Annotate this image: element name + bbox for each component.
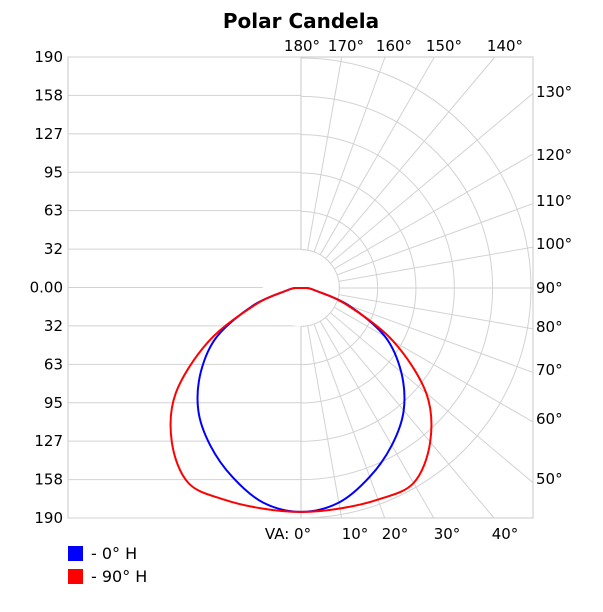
angle-label-right: 60° [536, 410, 563, 428]
y-tick-label: 32 [44, 240, 63, 258]
angle-label-top: 140° [487, 37, 523, 55]
grid-spoke [319, 320, 435, 519]
y-tick-label: 95 [44, 394, 63, 412]
angle-label-bottom: 30° [434, 525, 461, 543]
grid-spoke [336, 300, 534, 373]
angle-label-right: 110° [536, 192, 572, 210]
angle-label-bottom: VA: 0° [265, 525, 311, 543]
angle-label-right: 80° [536, 318, 563, 336]
y-tick-label: 190 [34, 509, 63, 527]
y-tick-label: 95 [44, 163, 63, 181]
y-tick-label: 127 [34, 125, 63, 143]
y-tick-label: 127 [34, 432, 63, 450]
angle-label-top: 170° [328, 37, 364, 55]
grid-spoke [313, 56, 386, 253]
grid-spoke [319, 56, 435, 256]
y-tick-label: 0.00 [30, 279, 63, 297]
y-tick-label: 32 [44, 317, 63, 335]
grid-spoke [333, 306, 534, 423]
angle-label-top: 150° [426, 37, 462, 55]
y-tick-label: 158 [34, 86, 63, 104]
axis-labels: 190 158 127 95 63 32 0.00 32 63 95 127 158 190 180° 17… [30, 37, 573, 543]
grid-spoke [313, 323, 386, 519]
grid-spoke [307, 325, 343, 519]
chart-title: Polar Candela [223, 9, 379, 33]
grid-circle-inner [300, 249, 340, 327]
angle-label-top: 180° [284, 37, 320, 55]
y-tick-label: 158 [34, 471, 63, 489]
angle-label-right: 120° [536, 146, 572, 164]
grid-spoke [336, 203, 534, 276]
grid-spoke [325, 56, 496, 259]
angle-label-right: 130° [536, 83, 572, 101]
y-tick-label: 63 [44, 202, 63, 220]
legend-label-0h: - 0° H [91, 544, 138, 563]
grid-spoke [307, 56, 343, 251]
grid-spoke [330, 312, 534, 484]
legend-swatch-90h [68, 569, 83, 584]
legend: - 0° H - 90° H [68, 542, 147, 588]
legend-swatch-0h [68, 546, 83, 561]
legend-item-90h: - 90° H [68, 565, 147, 588]
angle-label-right: 90° [536, 279, 563, 297]
series-90h-curve [169, 287, 433, 513]
legend-label-90h: - 90° H [91, 567, 148, 586]
angle-label-bottom: 40° [492, 525, 519, 543]
grid-spoke [330, 92, 534, 264]
grid-spoke [338, 294, 534, 330]
angle-label-top: 160° [376, 37, 412, 55]
angle-label-right: 50° [536, 470, 563, 488]
grid-spoke [333, 153, 534, 270]
series-layer [169, 287, 433, 513]
angle-label-right: 70° [536, 361, 563, 379]
angle-label-bottom: 10° [342, 525, 369, 543]
legend-item-0h: - 0° H [68, 542, 147, 565]
angle-label-bottom: 20° [382, 525, 409, 543]
grid-spoke [325, 317, 495, 519]
y-tick-label: 190 [34, 48, 63, 66]
angle-label-right: 100° [536, 235, 572, 253]
grid-spoke [338, 246, 534, 282]
y-tick-label: 63 [44, 355, 63, 373]
